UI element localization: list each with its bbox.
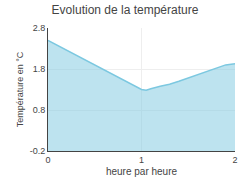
svg-text:Température en °C: Température en °C — [15, 51, 25, 127]
svg-text:2.8: 2.8 — [33, 23, 46, 33]
svg-text:1.8: 1.8 — [33, 64, 46, 74]
svg-text:0.8: 0.8 — [33, 105, 46, 115]
svg-text:2: 2 — [232, 155, 237, 165]
svg-text:heure par heure: heure par heure — [106, 166, 178, 177]
svg-text:-0.2: -0.2 — [30, 146, 46, 156]
svg-text:Evolution de la température: Evolution de la température — [52, 3, 199, 17]
svg-text:1: 1 — [139, 155, 144, 165]
svg-text:0: 0 — [45, 155, 50, 165]
